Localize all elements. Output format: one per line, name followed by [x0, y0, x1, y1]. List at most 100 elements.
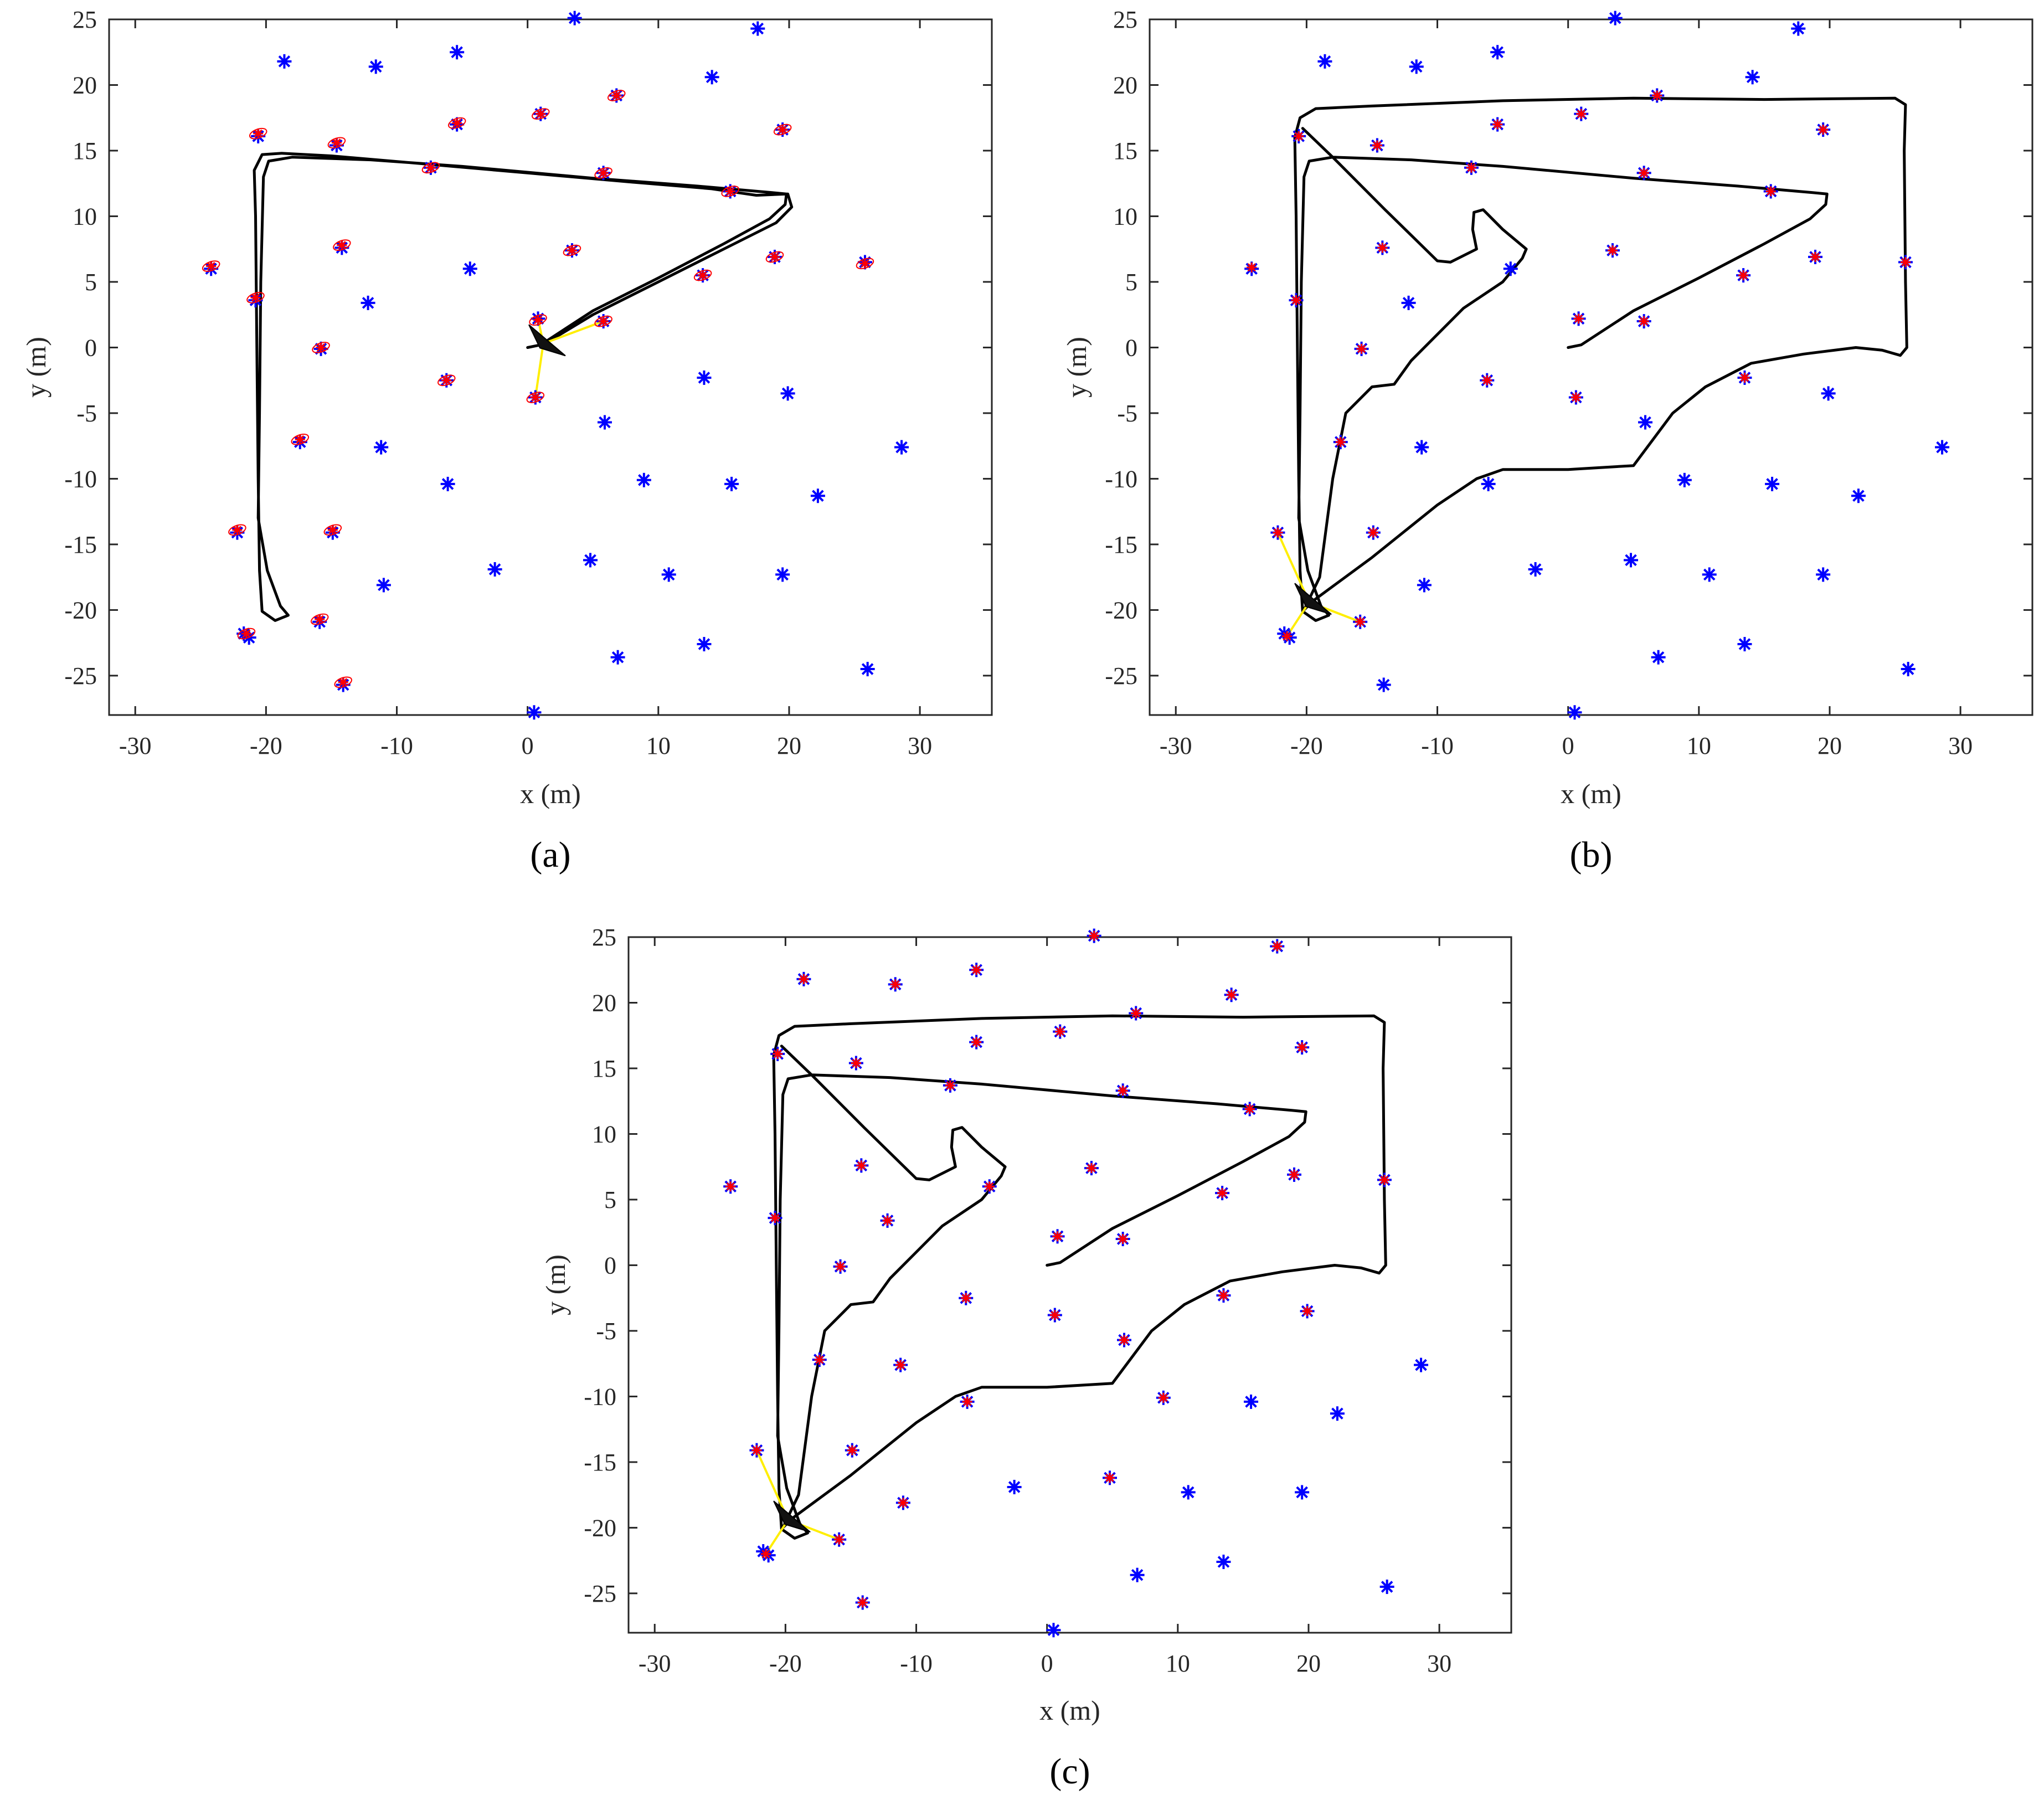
- x-axis-label: x (m): [520, 778, 581, 809]
- panel-a: -30 -20 -10 0 10 20 30 25 20 15 10 5 0 -5 -10 -15 -20 -25…: [20, 6, 993, 875]
- covariance-ellipse-6: [532, 108, 550, 120]
- landmark-36: [1244, 1394, 1259, 1409]
- covariance-ellipse-12: [563, 244, 581, 256]
- landmark-5: [1791, 21, 1806, 36]
- trajectory-line: [772, 1014, 1387, 1540]
- estimated-landmark-0: [1247, 262, 1257, 272]
- landmark-52: [1376, 677, 1391, 692]
- landmark-53: [1567, 705, 1582, 720]
- landmark-0: [567, 11, 582, 25]
- y-tick-label-8: -15: [1105, 531, 1137, 558]
- y-tick-label-7: -10: [64, 465, 97, 492]
- estimated-landmark-20: [1289, 1169, 1299, 1180]
- landmark-53: [527, 705, 542, 720]
- covariance-ellipse-1: [249, 127, 267, 140]
- estimated-landmark-1: [253, 128, 264, 139]
- covariance-ellipse-18: [312, 342, 330, 353]
- estimated-landmark-9: [598, 168, 609, 178]
- landmark-42: [583, 553, 598, 568]
- estimated-landmark-3: [1226, 990, 1237, 1000]
- y-tick-label-6: -5: [596, 1318, 616, 1345]
- estimated-landmark-12: [1607, 245, 1618, 256]
- y-tick-label-0: 25: [1113, 6, 1137, 33]
- estimated-landmark-2: [331, 137, 342, 148]
- covariance-ellipse-5: [447, 117, 466, 129]
- estimated-landmark-4: [1377, 243, 1388, 253]
- y-axis-label: y (m): [20, 337, 52, 398]
- estimated-landmark-3: [1291, 295, 1301, 306]
- estimated-landmark-20: [1571, 392, 1581, 403]
- covariance-ellipse-14: [765, 251, 784, 263]
- y-tick-label-8: -15: [584, 1449, 616, 1476]
- x-tick-label-3: 0: [1562, 732, 1574, 759]
- landmark-38: [894, 440, 909, 455]
- covariance-ellipse-25: [237, 628, 256, 640]
- estimated-landmark-6: [1576, 109, 1587, 119]
- landmark-53: [1046, 1623, 1061, 1638]
- estimated-landmark-4: [337, 240, 347, 250]
- covariance-ellipse-20: [526, 392, 545, 403]
- x-tick-label-0: -30: [639, 1650, 671, 1677]
- covariance-ellipse-7: [607, 90, 626, 101]
- estimated-landmark-8: [1818, 125, 1829, 135]
- covariance-ellipse-10: [421, 162, 440, 174]
- vehicle-pose: [528, 324, 566, 357]
- estimated-landmark-35: [1158, 1392, 1168, 1403]
- estimated-landmark-25: [241, 629, 251, 639]
- landmark-50: [1216, 1555, 1231, 1570]
- y-tick-label-6: -5: [76, 400, 97, 427]
- panel-c: -30 -20 -10 0 10 20 30 25 20 15 10 5 0 -5 -10 -15 -20 -25…: [540, 924, 1512, 1792]
- landmark-29: [1821, 386, 1836, 401]
- estimated-landmark-14: [1244, 1104, 1255, 1114]
- estimated-landmark-15: [1900, 257, 1911, 268]
- landmark-49: [610, 650, 625, 665]
- estimated-landmark-15: [859, 258, 870, 269]
- landmark-50: [697, 637, 712, 652]
- landmark-49: [1130, 1567, 1145, 1582]
- estimated-landmark-18: [1356, 343, 1367, 354]
- landmark-5: [750, 21, 765, 36]
- y-axis-label: y (m): [540, 1254, 571, 1315]
- x-tick-label-3: 0: [522, 732, 534, 759]
- y-tick-label-5: 0: [1125, 334, 1137, 361]
- estimated-landmark-5: [1492, 119, 1503, 130]
- x-tick-label-1: -20: [769, 1650, 802, 1677]
- landmark-17: [1503, 261, 1518, 276]
- estimated-landmark-16: [1573, 313, 1584, 324]
- estimated-landmark-26: [338, 677, 348, 687]
- y-tick-label-6: -5: [1117, 400, 1137, 427]
- estimated-landmark-25: [1118, 1234, 1128, 1244]
- estimated-landmark-21: [295, 434, 305, 445]
- estimated-landmark-6: [1131, 1008, 1141, 1019]
- estimated-landmark-10: [1466, 162, 1476, 173]
- landmark-1: [1317, 54, 1332, 69]
- x-tick-label-0: -30: [1160, 732, 1192, 759]
- observation-line-2: [534, 343, 544, 398]
- y-axis-label: y (m): [1061, 337, 1092, 398]
- estimated-landmark-32: [814, 1355, 825, 1365]
- estimated-landmark-19: [1217, 1188, 1228, 1199]
- x-tick-label-2: -10: [1421, 732, 1454, 759]
- covariance-ellipse-16: [529, 314, 547, 326]
- covariance-ellipse-24: [310, 613, 329, 625]
- estimated-landmark-11: [1765, 186, 1776, 197]
- estimated-landmark-21: [1335, 437, 1346, 448]
- landmark-31: [598, 415, 612, 430]
- covariance-ellipse-0: [202, 260, 220, 272]
- landmark-51: [860, 662, 875, 677]
- estimated-landmark-37: [847, 1445, 857, 1455]
- estimated-landmark-11: [851, 1058, 861, 1068]
- estimated-landmark-24: [315, 614, 325, 625]
- landmark-3: [450, 45, 465, 60]
- x-axis-label: x (m): [1561, 778, 1621, 809]
- estimated-landmark-31: [1119, 1335, 1130, 1345]
- estimated-landmark-18: [316, 342, 326, 353]
- estimated-landmark-38: [1105, 1473, 1115, 1483]
- estimated-landmark-27: [961, 1293, 971, 1303]
- estimated-landmark-1: [1294, 131, 1304, 141]
- x-tick-label-4: 10: [1166, 1650, 1190, 1677]
- estimated-landmark-22: [232, 524, 243, 535]
- x-tick-label-5: 20: [1296, 1650, 1321, 1677]
- estimated-landmark-24: [1355, 616, 1366, 627]
